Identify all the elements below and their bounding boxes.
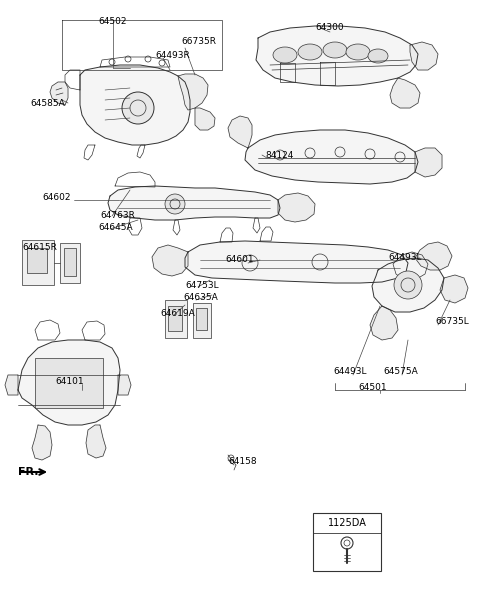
Text: 64493L: 64493L xyxy=(333,368,367,376)
Bar xyxy=(27,248,47,273)
Text: 64763R: 64763R xyxy=(100,211,135,219)
Bar xyxy=(313,513,381,571)
Polygon shape xyxy=(5,375,18,395)
Polygon shape xyxy=(152,245,188,276)
Circle shape xyxy=(165,194,185,214)
Ellipse shape xyxy=(346,44,370,60)
Ellipse shape xyxy=(273,47,297,63)
Text: 64585A: 64585A xyxy=(30,98,65,107)
Text: 64300: 64300 xyxy=(316,23,344,33)
Text: 64615R: 64615R xyxy=(22,244,57,252)
Text: 64158: 64158 xyxy=(228,457,257,467)
Polygon shape xyxy=(393,252,428,280)
Polygon shape xyxy=(440,275,468,303)
Circle shape xyxy=(122,92,154,124)
Bar xyxy=(64,248,76,276)
Text: 64502: 64502 xyxy=(99,18,127,26)
Polygon shape xyxy=(278,193,315,222)
Polygon shape xyxy=(372,258,444,312)
Ellipse shape xyxy=(298,44,322,60)
Polygon shape xyxy=(370,306,398,340)
Ellipse shape xyxy=(323,42,347,58)
Text: 1125DA: 1125DA xyxy=(327,518,366,528)
Polygon shape xyxy=(390,78,420,108)
Text: FR.: FR. xyxy=(18,467,38,477)
Bar xyxy=(196,308,207,330)
Polygon shape xyxy=(195,108,215,130)
Polygon shape xyxy=(86,425,106,458)
Text: 64635A: 64635A xyxy=(183,293,218,303)
Polygon shape xyxy=(118,375,131,395)
Polygon shape xyxy=(50,82,68,105)
Polygon shape xyxy=(185,241,408,283)
Polygon shape xyxy=(228,116,252,148)
Text: 84124: 84124 xyxy=(265,150,293,160)
Text: 64753L: 64753L xyxy=(185,281,218,289)
Ellipse shape xyxy=(368,49,388,63)
Polygon shape xyxy=(18,340,120,425)
Polygon shape xyxy=(410,42,438,70)
Polygon shape xyxy=(108,186,280,220)
Bar xyxy=(165,300,187,338)
Circle shape xyxy=(394,271,422,299)
Polygon shape xyxy=(245,130,418,184)
Polygon shape xyxy=(415,148,442,177)
Text: 64575A: 64575A xyxy=(383,368,418,376)
Polygon shape xyxy=(80,65,190,145)
Bar xyxy=(193,303,211,338)
Polygon shape xyxy=(178,74,208,110)
Polygon shape xyxy=(415,242,452,270)
Text: 64493R: 64493R xyxy=(155,50,190,60)
Text: 64619A: 64619A xyxy=(160,308,195,317)
Text: 64501: 64501 xyxy=(358,384,386,392)
Polygon shape xyxy=(32,425,52,460)
Text: 66735L: 66735L xyxy=(435,317,469,327)
Text: 66735R: 66735R xyxy=(181,37,216,47)
Bar xyxy=(22,240,54,285)
Polygon shape xyxy=(256,26,418,86)
Bar xyxy=(168,306,182,331)
Bar xyxy=(35,358,103,408)
Text: 64493L: 64493L xyxy=(388,254,421,263)
Bar xyxy=(60,243,80,283)
Text: 64101: 64101 xyxy=(55,378,84,386)
Text: 64601: 64601 xyxy=(225,255,253,265)
Text: 64645A: 64645A xyxy=(98,223,132,233)
Text: 64602: 64602 xyxy=(42,193,71,203)
